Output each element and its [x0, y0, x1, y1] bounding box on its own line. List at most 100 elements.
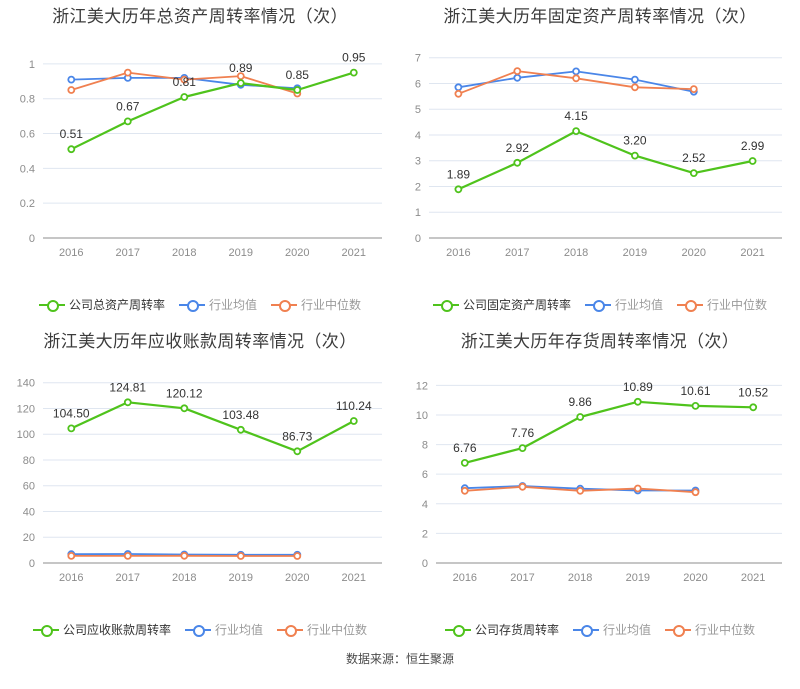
y-axis-tick-label: 140 — [17, 378, 35, 390]
legend-label: 行业均值 — [214, 623, 263, 637]
data-point-label: 0.67 — [116, 99, 140, 113]
series-point-marker — [460, 458, 469, 467]
series-point-marker — [123, 551, 132, 560]
series-line — [70, 71, 355, 151]
data-point-label: 7.76 — [511, 426, 535, 440]
series-point-marker — [236, 425, 245, 434]
series-point-marker — [748, 157, 757, 165]
y-axis-tick-label: 0 — [422, 558, 428, 570]
chart-legend: 公司应收账款周转率 行业均值 行业中位数 — [0, 621, 400, 638]
y-axis-tick-label: 5 — [415, 104, 421, 116]
series-point-marker — [67, 424, 76, 433]
data-point-label: 1.89 — [447, 167, 471, 181]
legend-marker-icon — [184, 624, 211, 637]
chart-title: 浙江美大历年总资产周转率情况（次） — [52, 7, 348, 26]
x-axis-tick-label: 2018 — [172, 572, 196, 584]
chart-plot-area: 0 1 2 3 4 5 6 7 2016 2017 2018 2019 2020 2021 1.89 2.92… — [400, 0, 800, 290]
series-point-marker — [67, 145, 76, 154]
legend-item[interactable]: 行业均值 — [184, 621, 263, 638]
chart-svg: 0 20 40 60 80 100 120 140 2016 2017 2018 2019 2020 20… — [17, 378, 382, 584]
legend-item[interactable]: 行业均值 — [178, 296, 257, 313]
series-point-marker — [572, 74, 581, 83]
y-axis-tick-label: 2 — [415, 181, 421, 193]
data-point-label: 3.20 — [623, 134, 647, 148]
series-point-marker — [630, 151, 639, 160]
charts-grid: 浙江美大历年总资产周转率情况（次） 0 0.2 0.4 0.6 0.8 1 2016 2017… — [0, 0, 800, 638]
x-axis-tick-label: 2017 — [116, 247, 140, 259]
series-point-marker — [123, 398, 132, 407]
series-point-marker — [576, 413, 585, 421]
x-axis-tick-label: 2020 — [285, 572, 309, 584]
data-source-note: 数据来源：恒生聚源 — [345, 652, 454, 666]
series-point-marker — [689, 85, 698, 93]
series-point-marker — [180, 404, 189, 413]
series-point-marker — [123, 117, 132, 126]
chart-plot-area: 0 2 4 6 8 10 12 2016 2017 2018 2019 2020 2021 6.76 7.7… — [400, 325, 800, 615]
legend-label: 公司总资产周转率 — [68, 298, 165, 312]
legend-item[interactable]: 公司总资产周转率 — [38, 296, 165, 313]
y-axis-tick-label: 0.8 — [20, 94, 35, 106]
series-point-marker — [576, 486, 585, 495]
x-axis-tick-label: 2021 — [740, 247, 764, 259]
legend-item[interactable]: 行业中位数 — [271, 296, 361, 313]
legend-marker-icon — [665, 624, 691, 637]
data-point-label: 6.76 — [453, 441, 477, 455]
legend-marker-icon — [178, 299, 205, 312]
y-axis-tick-label: 10 — [416, 410, 428, 422]
y-axis-tick-label: 0.6 — [20, 129, 35, 141]
legend-item[interactable]: 行业均值 — [584, 296, 663, 313]
series-point-marker — [67, 551, 76, 560]
legend-marker-icon — [432, 299, 459, 312]
series-point-marker — [67, 75, 76, 84]
y-axis-tick-label: 100 — [17, 429, 35, 441]
x-axis-tick-label: 2019 — [626, 572, 650, 584]
data-point-label: 2.99 — [741, 139, 765, 153]
data-point-label: 0.95 — [342, 51, 366, 65]
series-point-marker — [349, 68, 358, 77]
legend-marker-icon — [38, 299, 65, 312]
y-axis-tick-label: 6 — [415, 78, 421, 90]
legend-marker-icon — [677, 299, 703, 312]
series-point-marker — [67, 86, 76, 94]
y-axis-tick-label: 6 — [422, 469, 428, 481]
legend-item[interactable]: 公司存货周转率 — [444, 621, 559, 638]
series-point-marker — [518, 482, 527, 491]
series-point-marker — [293, 552, 302, 560]
x-axis-tick-label: 2021 — [342, 247, 366, 259]
series-point-marker — [460, 486, 469, 495]
y-axis-tick-label: 120 — [17, 403, 35, 415]
y-axis-tick-label: 2 — [422, 528, 428, 540]
y-axis-tick-label: 3 — [415, 156, 421, 168]
data-point-label: 9.86 — [568, 395, 592, 409]
data-point-label: 10.89 — [623, 380, 653, 394]
series-point-marker — [691, 488, 700, 497]
series-point-marker — [123, 68, 132, 77]
legend-item[interactable]: 行业中位数 — [665, 621, 755, 638]
x-axis-tick-label: 2016 — [59, 572, 83, 584]
y-axis-tick-label: 1 — [415, 207, 421, 219]
legend-item[interactable]: 公司固定资产周转率 — [432, 296, 571, 313]
series-point-marker — [180, 93, 189, 101]
legend-label: 行业中位数 — [307, 623, 368, 637]
legend-marker-icon — [584, 299, 611, 312]
x-axis-tick-label: 2020 — [285, 247, 309, 259]
legend-label: 行业中位数 — [695, 623, 756, 637]
x-axis-tick-label: 2020 — [682, 247, 706, 259]
y-axis-tick-label: 60 — [23, 481, 35, 493]
data-point-label: 124.81 — [109, 380, 146, 394]
chart-legend: 公司总资产周转率 行业均值 行业中位数 — [0, 296, 400, 313]
legend-item[interactable]: 公司应收账款周转率 — [32, 621, 171, 638]
legend-marker-icon — [271, 299, 297, 312]
legend-item[interactable]: 行业中位数 — [677, 296, 767, 313]
chart-title: 浙江美大历年存货周转率情况（次） — [460, 332, 740, 351]
legend-item[interactable]: 行业均值 — [572, 621, 651, 638]
chart-svg: 0 2 4 6 8 10 12 2016 2017 2018 2019 2020 2021 6.76 7.7… — [416, 380, 782, 584]
legend-label: 行业中位数 — [707, 298, 768, 312]
x-axis-tick-label: 2020 — [683, 572, 707, 584]
data-point-label: 2.92 — [506, 141, 530, 155]
legend-item[interactable]: 行业中位数 — [277, 621, 367, 638]
series-point-marker — [513, 67, 522, 75]
data-point-label: 10.52 — [738, 385, 768, 399]
data-point-label: 2.52 — [682, 151, 706, 165]
